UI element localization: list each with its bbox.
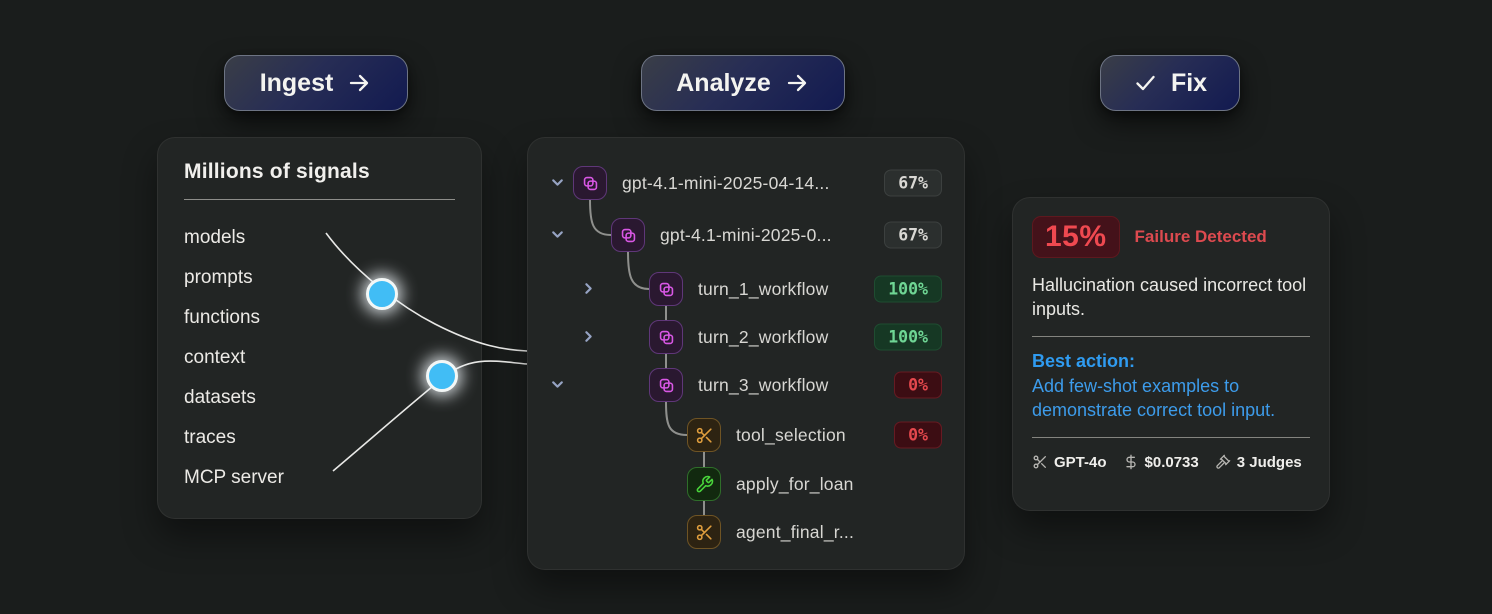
wrench-icon bbox=[687, 467, 721, 501]
signal-item-functions: functions bbox=[184, 307, 261, 328]
signals-card-title: Millions of signals bbox=[184, 160, 370, 183]
ingest-button[interactable]: Ingest bbox=[224, 55, 408, 111]
best-action-label: Best action: bbox=[1032, 350, 1136, 371]
failure-header: 15% Failure Detected bbox=[1032, 216, 1310, 258]
split-icon bbox=[687, 515, 721, 549]
signal-item-datasets: datasets bbox=[184, 387, 256, 408]
signals-card: Millions of signals models prompts funct… bbox=[157, 137, 482, 519]
tree-row[interactable]: turn_3_workflow 0% bbox=[528, 368, 964, 402]
analyze-button[interactable]: Analyze bbox=[641, 55, 845, 111]
tree-connector-lines bbox=[589, 199, 705, 515]
node-label: agent_final_r... bbox=[736, 521, 855, 542]
failure-card: 15% Failure Detected Hallucination cause… bbox=[1012, 197, 1330, 511]
split-icon bbox=[687, 418, 721, 452]
node-label: turn_3_workflow bbox=[698, 374, 829, 395]
score-badge: 100% bbox=[874, 323, 942, 351]
fix-button-label: Fix bbox=[1170, 68, 1208, 97]
score-badge: 0% bbox=[894, 421, 942, 449]
score-badge: 67% bbox=[884, 169, 942, 197]
check-icon bbox=[1136, 75, 1155, 91]
analyze-button-label: Analyze bbox=[676, 68, 771, 97]
tree-row[interactable]: turn_1_workflow 100% bbox=[528, 272, 964, 306]
signal-dot bbox=[426, 360, 458, 392]
signal-item-models: models bbox=[184, 227, 246, 248]
chevron-down-icon[interactable] bbox=[549, 226, 566, 243]
workflow-icon bbox=[573, 166, 607, 200]
failure-percentage-badge: 15% bbox=[1032, 216, 1120, 258]
tree-row[interactable]: tool_selection 0% bbox=[528, 418, 964, 452]
chevron-right-icon[interactable] bbox=[580, 280, 597, 297]
workflow-icon bbox=[611, 218, 645, 252]
tree-row[interactable]: turn_2_workflow 100% bbox=[528, 320, 964, 354]
workflow-icon bbox=[649, 320, 683, 354]
split-icon bbox=[1033, 455, 1047, 469]
tree-row[interactable]: gpt-4.1-mini-2025-04-14... 67% bbox=[528, 166, 964, 200]
dollar-icon bbox=[1125, 454, 1136, 470]
gavel-icon bbox=[1216, 454, 1231, 469]
score-badge: 67% bbox=[884, 221, 942, 249]
node-label: gpt-4.1-mini-2025-04-14... bbox=[622, 172, 830, 193]
node-label: tool_selection bbox=[736, 424, 846, 445]
node-label: turn_1_workflow bbox=[698, 278, 829, 299]
arrow-right-icon bbox=[350, 74, 369, 92]
arrow-right-icon bbox=[787, 74, 806, 92]
best-action-block: Best action: Add few-shot examples to de… bbox=[1032, 351, 1310, 423]
chevron-down-icon[interactable] bbox=[549, 174, 566, 191]
tree-row[interactable]: gpt-4.1-mini-2025-0... 67% bbox=[528, 218, 964, 252]
score-badge: 100% bbox=[874, 275, 942, 303]
judge-model-value: GPT-4o bbox=[1054, 453, 1107, 471]
node-label: turn_2_workflow bbox=[698, 326, 829, 347]
signal-item-traces: traces bbox=[184, 427, 236, 448]
chevron-down-icon[interactable] bbox=[549, 376, 566, 393]
fix-button[interactable]: Fix bbox=[1100, 55, 1240, 111]
failure-status-label: Failure Detected bbox=[1134, 227, 1267, 246]
signal-item-prompts: prompts bbox=[184, 267, 253, 288]
signals-divider bbox=[184, 199, 455, 200]
signal-dot bbox=[366, 278, 398, 310]
ingest-button-label: Ingest bbox=[259, 68, 334, 97]
judge-model-meta: GPT-4o bbox=[1032, 454, 1107, 471]
failure-divider-bottom bbox=[1032, 436, 1310, 438]
node-label: apply_for_loan bbox=[736, 473, 854, 494]
tree-row[interactable]: apply_for_loan bbox=[528, 467, 964, 501]
tree-row[interactable]: agent_final_r... bbox=[528, 515, 964, 549]
signal-item-mcp-server: MCP server bbox=[184, 467, 284, 488]
cost-value: $0.0733 bbox=[1144, 453, 1199, 471]
chevron-right-icon[interactable] bbox=[580, 328, 597, 345]
node-label: gpt-4.1-mini-2025-0... bbox=[660, 224, 832, 245]
failure-description: Hallucination caused incorrect tool inpu… bbox=[1032, 275, 1307, 320]
score-badge: 0% bbox=[894, 371, 942, 399]
failure-meta-row: GPT-4o $0.0733 3 Judges bbox=[1032, 454, 1310, 471]
trace-tree-card: gpt-4.1-mini-2025-04-14... 67% gpt-4.1-m… bbox=[527, 137, 965, 570]
workflow-icon bbox=[649, 368, 683, 402]
workflow-icon bbox=[649, 272, 683, 306]
trace-tree: gpt-4.1-mini-2025-04-14... 67% gpt-4.1-m… bbox=[528, 138, 964, 569]
best-action-text: Add few-shot examples to demonstrate cor… bbox=[1032, 375, 1276, 421]
failure-divider-top bbox=[1032, 335, 1310, 337]
cost-meta: $0.0733 bbox=[1123, 454, 1199, 471]
signal-item-context: context bbox=[184, 347, 246, 368]
judges-meta: 3 Judges bbox=[1215, 454, 1302, 471]
judges-value: 3 Judges bbox=[1236, 453, 1302, 471]
